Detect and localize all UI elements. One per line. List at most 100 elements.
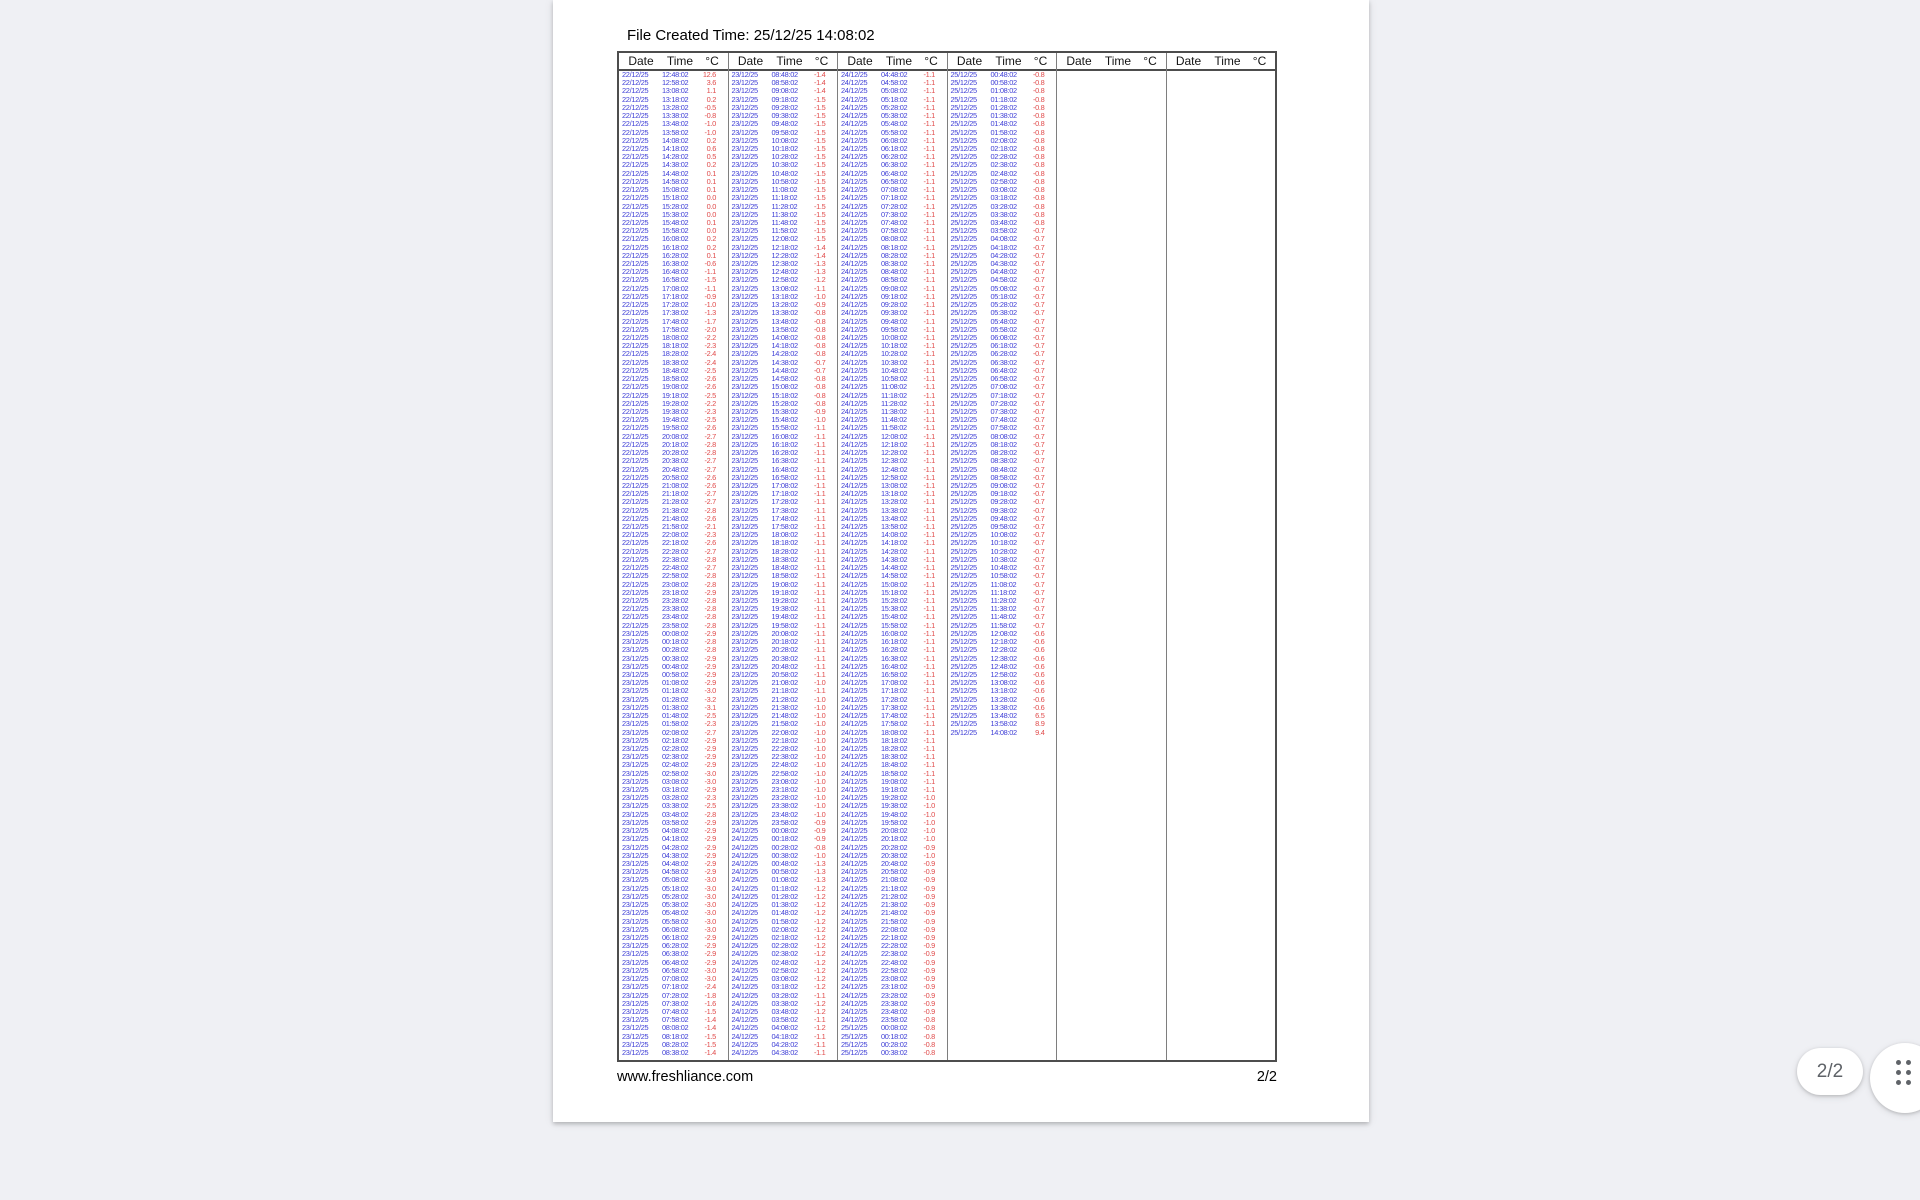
time-cell: 03:38:02	[990, 209, 1018, 219]
date-cell: 24/12/25	[731, 826, 759, 836]
table-row: 22/12/25 19:18:02 -2.5	[619, 391, 728, 400]
table-row: 23/12/25 09:38:02 -1.5	[729, 111, 838, 120]
temp-cell: -1.5	[813, 234, 826, 244]
temp-cell: -0.7	[1032, 324, 1045, 334]
time-cell: 07:28:02	[662, 990, 689, 1000]
time-cell: 20:18:02	[662, 439, 689, 449]
table-row: 24/12/25 14:38:02 -1.1	[838, 554, 947, 564]
time-cell: 01:18:02	[990, 94, 1018, 104]
temp-cell: -0.8	[1032, 176, 1045, 186]
date-cell: 24/12/25	[841, 694, 868, 704]
temp-cell: -1.1	[923, 776, 935, 786]
date-cell: 24/12/25	[731, 859, 759, 868]
time-cell: 21:18:02	[662, 489, 689, 499]
date-cell: 23/12/25	[622, 678, 649, 688]
table-row: 22/12/25 21:28:02 -2.7	[619, 498, 728, 507]
time-cell: 13:18:02	[771, 291, 799, 301]
temp-cell: -2.9	[704, 941, 716, 951]
time-cell: 05:18:02	[881, 94, 908, 104]
temp-cell: -1.1	[923, 563, 935, 573]
table-row: 23/12/25 04:08:02 -2.9	[619, 826, 728, 835]
temp-cell: -1.1	[923, 94, 935, 104]
time-cell: 18:48:02	[662, 365, 689, 375]
time-cell: 16:48:02	[771, 464, 799, 474]
table-row: 24/12/25 19:18:02 -1.1	[838, 785, 947, 794]
date-cell: 24/12/25	[841, 809, 868, 819]
time-cell: 12:08:02	[990, 628, 1018, 638]
group-header-row: Date Time °C	[619, 53, 728, 71]
drag-dots-button[interactable]	[1870, 1043, 1920, 1113]
time-cell: 06:38:02	[881, 160, 908, 170]
time-cell: 14:38:02	[881, 554, 908, 564]
temp-cell: -0.9	[813, 834, 826, 844]
date-cell: 23/12/25	[731, 86, 759, 96]
temp-cell: -1.3	[813, 875, 826, 885]
temp-cell: -1.2	[813, 924, 826, 934]
time-cell: 21:58:02	[881, 916, 908, 926]
date-cell: 23/12/25	[622, 850, 649, 860]
time-cell: 14:38:02	[771, 357, 799, 367]
temp-cell: -0.7	[1032, 579, 1045, 589]
table-row: 22/12/25 18:58:02 -2.6	[619, 374, 728, 383]
temp-cell: -1.1	[923, 752, 935, 762]
table-row: 24/12/25 05:58:02 -1.1	[838, 128, 947, 137]
date-cell: 24/12/25	[841, 135, 868, 145]
date-cell: 24/12/25	[731, 842, 759, 852]
temp-cell: -1.5	[813, 201, 826, 211]
temp-cell: -1.1	[813, 554, 826, 564]
table-row: 23/12/25 05:18:02 -3.0	[619, 884, 728, 893]
time-cell: 06:58:02	[881, 176, 908, 186]
time-cell: 16:38:02	[771, 456, 799, 466]
date-cell: 25/12/25	[950, 226, 978, 236]
column-header-date: Date	[628, 54, 654, 68]
time-cell: 07:18:02	[881, 193, 908, 203]
temp-cell: -0.7	[1032, 448, 1045, 458]
date-cell: 23/12/25	[731, 752, 759, 762]
temp-cell: -1.2	[813, 900, 826, 910]
date-cell: 23/12/25	[731, 71, 759, 79]
date-cell: 24/12/25	[841, 990, 868, 1000]
date-cell: 23/12/25	[731, 785, 759, 795]
temp-cell: -1.1	[923, 571, 935, 581]
temp-cell: -0.8	[923, 1015, 935, 1025]
temp-cell: -1.1	[923, 530, 935, 540]
table-row: 22/12/25 18:48:02 -2.5	[619, 365, 728, 375]
table-row: 25/12/25 13:18:02 -0.6	[948, 687, 1057, 696]
time-cell: 16:28:02	[662, 250, 689, 260]
temp-cell: -0.7	[1032, 406, 1045, 416]
table-row: 24/12/25 06:08:02 -1.1	[838, 135, 947, 145]
temp-cell: -1.1	[923, 719, 935, 729]
time-cell: 01:08:02	[990, 86, 1018, 96]
date-cell: 23/12/25	[731, 152, 759, 162]
temp-cell: -1.5	[704, 1031, 716, 1041]
time-cell: 03:48:02	[771, 1006, 799, 1016]
table-row: 24/12/25 22:18:02 -0.9	[838, 933, 947, 942]
table-row: 25/12/25 06:58:02 -0.7	[948, 374, 1057, 383]
table-row: 24/12/25 16:28:02 -1.1	[838, 646, 947, 655]
temp-cell: -1.1	[813, 1048, 826, 1058]
temp-cell: -1.2	[813, 916, 826, 926]
date-cell: 24/12/25	[841, 653, 868, 663]
temp-cell: -1.1	[813, 530, 826, 540]
date-cell: 23/12/25	[731, 686, 759, 696]
date-cell: 24/12/25	[731, 916, 759, 926]
time-cell: 07:58:02	[662, 1015, 689, 1025]
time-cell: 22:28:02	[662, 546, 689, 556]
time-cell: 20:18:02	[771, 637, 799, 647]
time-cell: 03:18:02	[990, 193, 1018, 203]
date-cell: 23/12/25	[731, 168, 759, 178]
date-cell: 25/12/25	[950, 234, 978, 244]
temp-cell: -0.7	[1032, 365, 1045, 375]
table-row: 23/12/25 00:28:02 -2.8	[619, 646, 728, 655]
table-row: 23/12/25 09:58:02 -1.5	[729, 128, 838, 137]
date-cell: 24/12/25	[841, 941, 868, 951]
table-row: 24/12/25 20:48:02 -0.9	[838, 859, 947, 868]
date-cell: 24/12/25	[841, 793, 868, 803]
temp-cell: -2.9	[704, 834, 716, 844]
temp-cell: -1.1	[813, 563, 826, 573]
table-row: 22/12/25 13:08:02 1.1	[619, 87, 728, 96]
time-cell: 11:18:02	[990, 587, 1017, 597]
time-cell: 21:08:02	[662, 480, 689, 490]
time-cell: 15:48:02	[881, 612, 908, 622]
time-cell: 00:28:02	[771, 842, 799, 852]
